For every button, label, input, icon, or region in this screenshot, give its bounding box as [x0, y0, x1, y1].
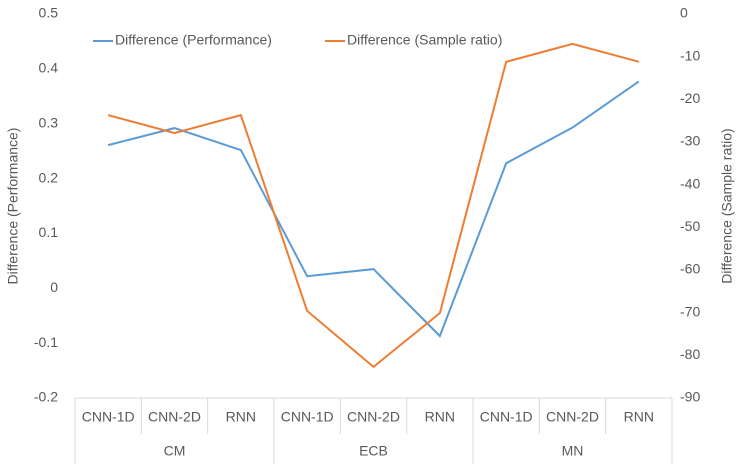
series-line: [107, 80, 640, 338]
y2-tick-label: -50: [680, 218, 700, 234]
legend-label: Difference (Sample ratio): [347, 32, 502, 48]
x-tick-label: CNN-2D: [546, 409, 599, 425]
y-tick-label: -0.1: [34, 334, 58, 350]
x-tick-label: RNN: [425, 409, 455, 425]
group-label: ECB: [359, 443, 388, 459]
x-tick-label: CNN-1D: [82, 409, 135, 425]
y2-tick-label: -80: [680, 346, 700, 362]
y-tick-label: -0.2: [34, 389, 58, 405]
x-tick-label: RNN: [226, 409, 256, 425]
y2-tick-label: -30: [680, 133, 700, 149]
y-tick-label: 0.3: [39, 114, 59, 130]
y-tick-label: 0.4: [39, 60, 59, 76]
y2-tick-label: -10: [680, 47, 700, 63]
y-axis-label: Difference (Performance): [5, 128, 21, 285]
y-tick-label: 0: [50, 279, 58, 295]
x-tick-label: RNN: [624, 409, 654, 425]
group-label: MN: [562, 443, 584, 459]
y2-tick-label: -20: [680, 90, 700, 106]
y-tick-label: 0.1: [39, 224, 59, 240]
y2-tick-label: -60: [680, 261, 700, 277]
y2-tick-label: -40: [680, 175, 700, 191]
y2-tick-label: 0: [680, 5, 688, 21]
x-tick-label: CNN-1D: [480, 409, 533, 425]
x-tick-label: CNN-2D: [148, 409, 201, 425]
series-line: [107, 42, 640, 369]
group-label: CM: [164, 443, 186, 459]
y2-tick-label: -70: [680, 303, 700, 319]
x-tick-label: CNN-2D: [347, 409, 400, 425]
x-tick-label: CNN-1D: [281, 409, 334, 425]
y-tick-label: 0.2: [39, 169, 59, 185]
legend-label: Difference (Performance): [115, 32, 272, 48]
y-tick-label: 0.5: [39, 5, 59, 21]
y2-tick-label: -90: [680, 389, 700, 405]
y2-axis-label: Difference (Sample ratio): [719, 128, 735, 283]
